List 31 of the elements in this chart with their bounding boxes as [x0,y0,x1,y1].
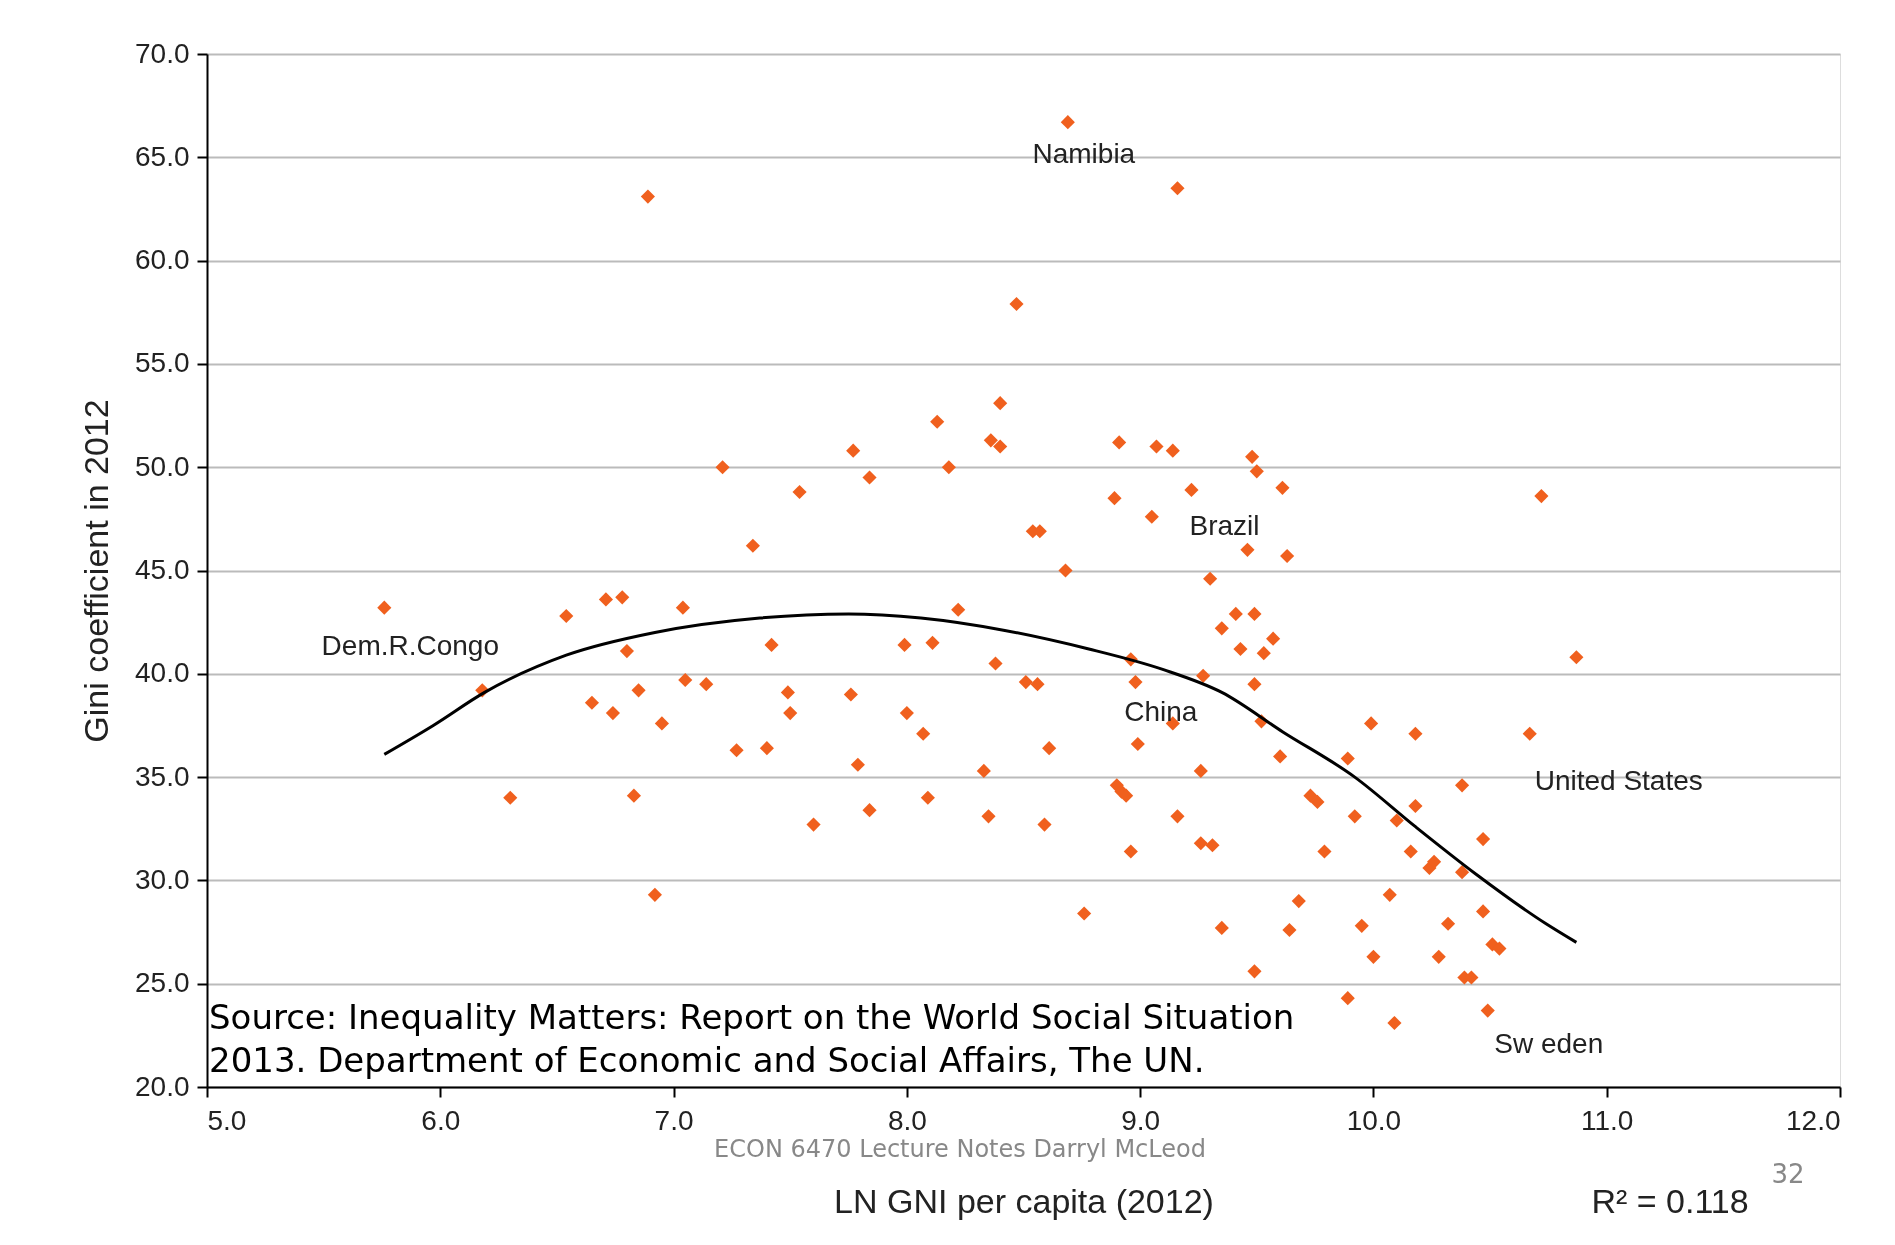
annotation: Dem.R.Congo [321,629,499,661]
y-tick-label: 70.0 [135,37,190,69]
y-tick-label: 55.0 [135,347,190,379]
x-tick-label: 5.0 [207,1104,247,1136]
y-tick-label: 50.0 [135,450,190,482]
annotation: Brazil [1189,509,1260,541]
y-tick-label: 65.0 [135,140,190,172]
y-tick-label: 30.0 [135,863,190,895]
x-tick-label: 9.0 [1121,1104,1161,1136]
annotation: United States [1534,764,1703,796]
y-tick-label: 35.0 [135,760,190,792]
y-tick-label: 45.0 [135,554,190,585]
text: 32 [1771,1159,1805,1189]
x-axis-title: LN GNI per capita (2012) [834,1181,1214,1220]
annotation: Source: Inequality Matters: Report on the World Social Situation 2013. Department of Economic and Social Affairs, The UN. [209,997,1295,1080]
y-tick-label: 25.0 [135,967,190,999]
x-tick-label: 8.0 [887,1104,927,1136]
y-tick-label: 40.0 [135,657,190,689]
annotation: Sw eden [1494,1027,1604,1059]
x-tick-label: 10.0 [1346,1104,1402,1136]
y-axis-title: Gini coefficient in 2012 [77,399,115,743]
y-tick-label: 20.0 [135,1070,190,1102]
annotation: Namibia [1032,138,1136,170]
text: R² = 0.118 [1591,1182,1749,1220]
y-tick-label: 60.0 [135,244,190,276]
x-tick-label: 11.0 [1581,1104,1634,1136]
x-tick-label: 6.0 [421,1104,461,1136]
x-tick-label: 7.0 [654,1104,694,1136]
text: ECON 6470 Lecture Notes Darryl McLeod [714,1135,1206,1163]
annotation: China [1124,696,1198,728]
x-tick-label: 12.0 [1786,1104,1841,1136]
